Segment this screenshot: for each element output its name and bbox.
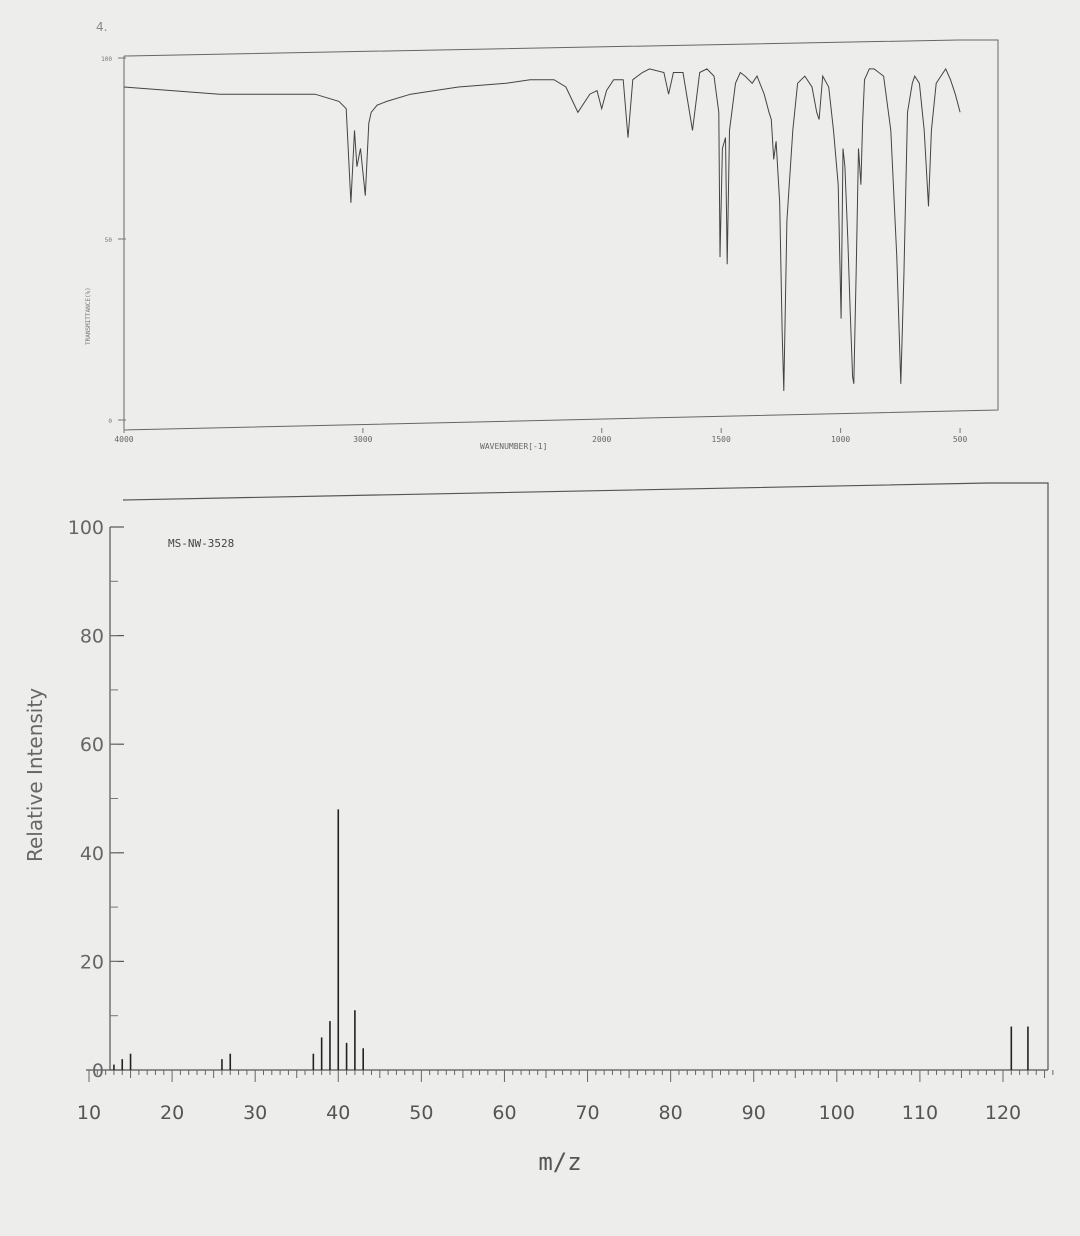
ir-x-tick-label: 3000 [353,435,372,444]
ir-y-tick-label: 0 [108,418,112,425]
ms-chart-title: MS-NW-3528 [168,537,234,550]
ms-y-axis-label: Relative Intensity [23,688,47,862]
ir-x-tick-label: 1500 [712,435,731,444]
ms-x-tick-label: 30 [243,1102,267,1124]
ms-x-tick-label: 120 [985,1102,1021,1124]
ms-y-tick-label: 80 [80,626,104,648]
ms-x-tick-label: 40 [326,1102,350,1124]
ir-y-tick-label: 50 [105,237,113,244]
ms-x-tick-label: 20 [160,1102,184,1124]
ir-x-tick-label: 1000 [831,435,850,444]
ir-x-tick-label: 2000 [592,435,611,444]
ms-y-tick-label: 60 [80,734,104,756]
ms-y-tick-label: 0 [92,1060,104,1082]
ir-y-tick-label: 100 [101,56,112,63]
ms-x-tick-label: 60 [492,1102,516,1124]
page-number: 4. [96,20,108,34]
ir-frame [123,39,999,431]
ms-bars [113,809,1029,1070]
ir-x-tick-label: 4000 [114,435,133,444]
ms-x-tick-label: 90 [742,1102,766,1124]
ir-x-tick-label: 500 [953,435,968,444]
ir-spectrum-chart: TRANSMITTANCE(%) WAVENUMBER[-1] 4000 3000… [85,39,999,451]
ms-x-axis-label: m/z [538,1148,581,1176]
ms-axes: 0 20 40 60 80 100 10 20 30 40 50 60 70 80 90 100 110 120 [68,517,1054,1124]
ir-x-axis-label: WAVENUMBER[-1] [480,442,547,451]
ir-series-line [123,67,961,392]
ir-axes: 4000 3000 2000 1500 1000 500 0 50 100 [101,56,967,444]
ms-frame [86,482,1049,1071]
ms-x-tick-label: 10 [77,1102,101,1124]
ir-y-axis-label: TRANSMITTANCE(%) [85,287,92,345]
ms-y-tick-label: 40 [80,843,104,865]
ms-x-tick-label: 70 [575,1102,599,1124]
ms-y-tick-label: 100 [68,517,104,539]
ms-y-tick-label: 20 [80,951,104,973]
ms-x-tick-label: 50 [409,1102,433,1124]
ms-x-tick-label: 100 [819,1102,855,1124]
ms-x-tick-label: 80 [659,1102,683,1124]
ms-x-tick-label: 110 [902,1102,938,1124]
